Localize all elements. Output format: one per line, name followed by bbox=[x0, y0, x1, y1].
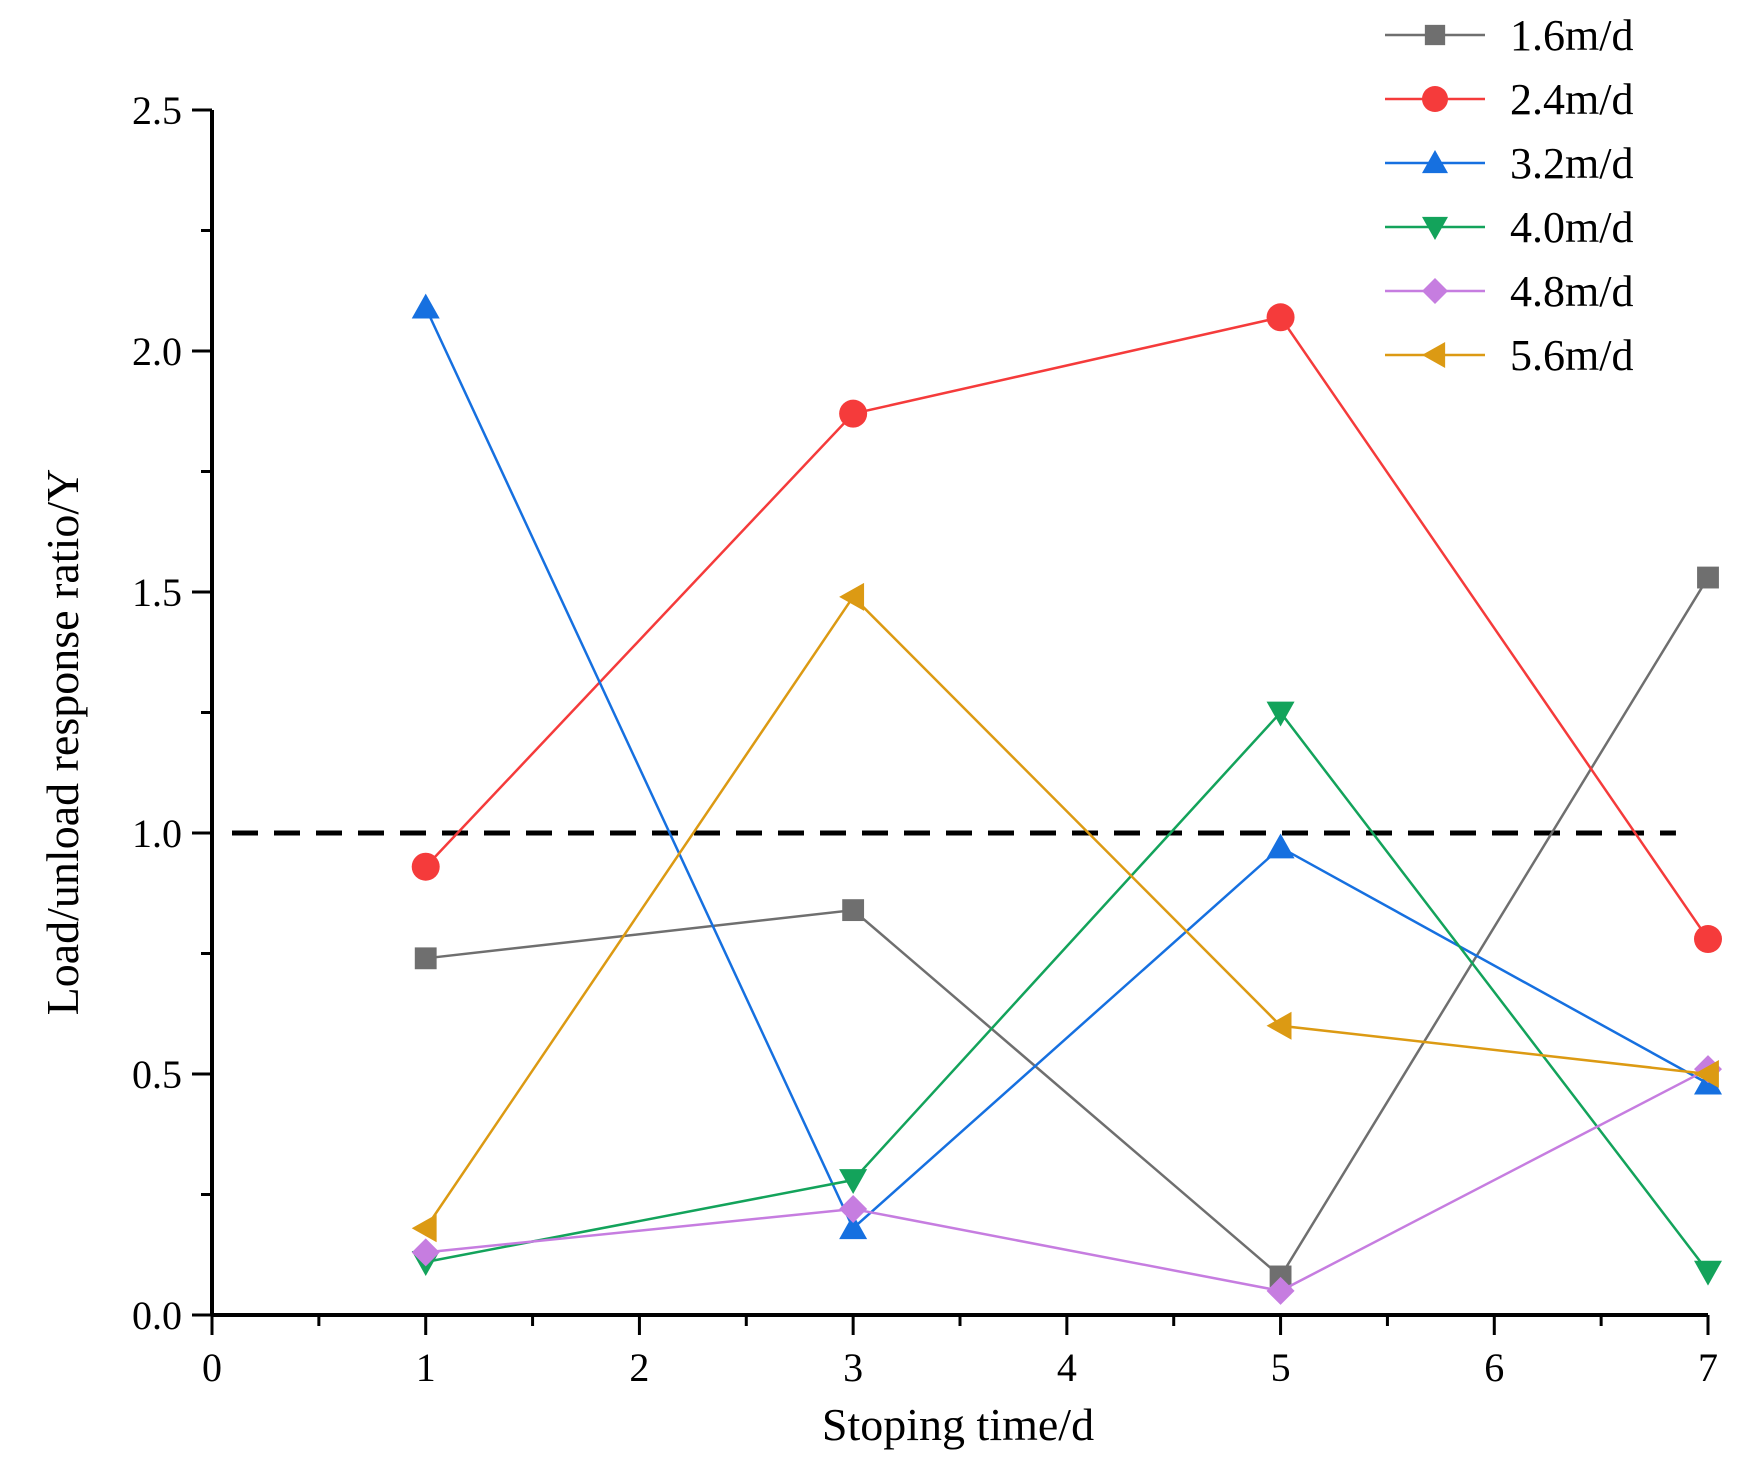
series-3-2m-d bbox=[411, 293, 1722, 1240]
legend-marker bbox=[1422, 216, 1448, 240]
data-point-4-8m-d bbox=[1266, 1276, 1295, 1305]
series-line-2-4m-d bbox=[424, 315, 1710, 940]
legend-item-2-4m-d: 2.4m/d bbox=[1385, 75, 1633, 124]
y-tick-label: 0.0 bbox=[132, 1293, 182, 1338]
legend-label: 4.8m/d bbox=[1510, 267, 1633, 316]
series-5-6m-d bbox=[411, 582, 1719, 1243]
y-tick-label: 2.0 bbox=[132, 329, 182, 374]
x-tick-label: 4 bbox=[1057, 1345, 1077, 1390]
legend-label: 1.6m/d bbox=[1510, 11, 1633, 60]
data-point-5-6m-d bbox=[1694, 1060, 1719, 1088]
data-point-1-6m-d bbox=[1697, 566, 1719, 589]
data-point-4-8m-d bbox=[839, 1194, 868, 1223]
x-tick-label: 7 bbox=[1698, 1345, 1718, 1390]
legend-label: 2.4m/d bbox=[1510, 75, 1633, 124]
data-point-4-0m-d bbox=[839, 1169, 868, 1195]
legend-item-5-6m-d: 5.6m/d bbox=[1385, 331, 1633, 380]
legend-item-4-0m-d: 4.0m/d bbox=[1385, 203, 1633, 252]
legend-marker bbox=[1422, 278, 1448, 304]
legend-marker bbox=[1422, 342, 1446, 368]
series-4-0m-d bbox=[411, 701, 1722, 1286]
data-point-4-0m-d bbox=[1266, 701, 1295, 727]
series-2-4m-d bbox=[411, 303, 1722, 954]
y-axis-title: Load/unload response ratio/Y bbox=[37, 469, 88, 1016]
data-point-5-6m-d bbox=[411, 1214, 437, 1243]
series-group bbox=[411, 293, 1722, 1305]
x-tick-label: 6 bbox=[1484, 1345, 1504, 1390]
x-axis-title: Stoping time/d bbox=[822, 1399, 1094, 1450]
legend: 1.6m/d 2.4m/d 3.2m/d 4.0m/d 4.8m/d 5.6m/d bbox=[1385, 11, 1633, 380]
legend-label: 3.2m/d bbox=[1510, 139, 1633, 188]
y-tick-label: 2.5 bbox=[132, 88, 182, 133]
x-tick-label: 1 bbox=[416, 1345, 436, 1390]
x-tick-label: 2 bbox=[629, 1345, 649, 1390]
data-point-3-2m-d bbox=[1266, 833, 1295, 859]
y-tick-label: 0.5 bbox=[132, 1052, 182, 1097]
data-point-3-2m-d bbox=[839, 1214, 868, 1240]
legend-item-3-2m-d: 3.2m/d bbox=[1385, 139, 1633, 188]
legend-marker bbox=[1422, 150, 1448, 174]
legend-item-1-6m-d: 1.6m/d bbox=[1385, 11, 1633, 60]
series-line-5-6m-d bbox=[424, 594, 1709, 1229]
legend-marker bbox=[1422, 86, 1448, 112]
x-tick-label: 3 bbox=[843, 1345, 863, 1390]
data-point-2-4m-d bbox=[1694, 925, 1722, 954]
legend-label: 5.6m/d bbox=[1510, 331, 1633, 380]
data-point-3-2m-d bbox=[411, 293, 440, 319]
legend-marker bbox=[1424, 24, 1446, 46]
legend-item-4-8m-d: 4.8m/d bbox=[1385, 267, 1633, 316]
data-point-2-4m-d bbox=[839, 399, 868, 428]
y-tick-label: 1.0 bbox=[132, 811, 182, 856]
series-line-1-6m-d bbox=[425, 576, 1710, 1279]
series-line-4-8m-d bbox=[425, 1068, 1709, 1293]
series-1-6m-d bbox=[414, 566, 1719, 1288]
data-point-5-6m-d bbox=[839, 582, 865, 611]
series-line-4-0m-d bbox=[425, 710, 1709, 1273]
data-point-5-6m-d bbox=[1266, 1011, 1292, 1040]
series-line-3-2m-d bbox=[424, 307, 1709, 1231]
data-point-4-0m-d bbox=[1694, 1260, 1722, 1286]
legend-label: 4.0m/d bbox=[1510, 203, 1633, 252]
data-point-1-6m-d bbox=[1269, 1265, 1292, 1288]
data-point-2-4m-d bbox=[1266, 303, 1295, 332]
data-point-1-6m-d bbox=[414, 947, 437, 970]
data-point-4-8m-d bbox=[411, 1238, 440, 1267]
x-tick-label: 5 bbox=[1271, 1345, 1291, 1390]
x-tick-label: 0 bbox=[202, 1345, 222, 1390]
axes: 0 1 2 3 4 5 6 7 0.0 0.5 1.0 1.5 2.0 2.5 bbox=[132, 88, 1718, 1390]
data-point-2-4m-d bbox=[411, 852, 440, 881]
y-tick-label: 1.5 bbox=[132, 570, 182, 615]
data-point-1-6m-d bbox=[842, 899, 865, 922]
